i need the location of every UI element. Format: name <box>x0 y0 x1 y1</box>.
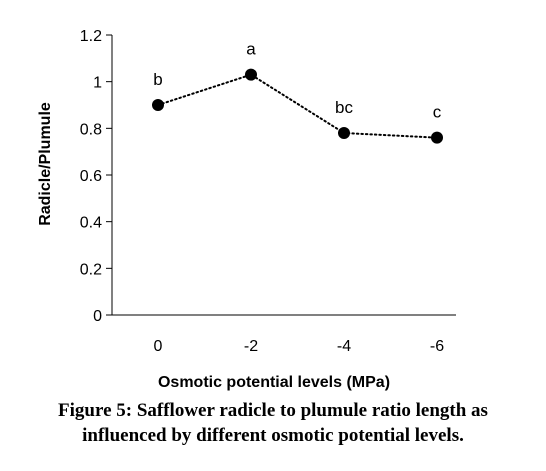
y-tick-label: 0.8 <box>80 121 102 138</box>
y-tick-label: 0.6 <box>80 168 102 185</box>
y-axis: 0 0.2 0.4 0.6 0.8 1 1.2 <box>80 28 113 325</box>
y-tick-label: 1 <box>93 75 102 92</box>
point-label: a <box>246 40 256 59</box>
data-point <box>431 131 443 144</box>
y-tick-label: 0.2 <box>80 261 102 278</box>
data-point <box>338 127 350 139</box>
caption-line-1: Figure 5: Safflower radicle to plumule r… <box>58 400 488 421</box>
x-axis: 0 -2 -4 -6 <box>112 314 456 355</box>
y-tick-label: 0 <box>93 308 102 325</box>
data-point <box>152 99 164 111</box>
data-point <box>245 68 257 81</box>
x-tick-label: -2 <box>244 338 258 355</box>
x-tick-label: -6 <box>430 338 444 355</box>
x-tick-label: 0 <box>154 338 163 355</box>
y-tick-label: 0.4 <box>80 215 102 232</box>
x-tick-label: -4 <box>337 338 351 355</box>
y-axis-title: Radicle/Plumule <box>37 102 54 226</box>
y-tick-label: 1.2 <box>80 28 102 45</box>
series-line <box>157 73 438 139</box>
point-label: c <box>433 103 442 122</box>
caption-line-2: influenced by different osmotic potentia… <box>82 425 464 446</box>
x-axis-title: Osmotic potential levels (MPa) <box>158 374 390 391</box>
figure-caption: Figure 5: Safflower radicle to plumule r… <box>0 398 546 448</box>
point-label: b <box>153 70 162 89</box>
line-chart: 0 0.2 0.4 0.6 0.8 1 1.2 0 -2 -4 -6 b a bc c Osmotic … <box>37 28 456 391</box>
series-radicle-plumule: b a bc c <box>152 40 443 144</box>
point-label: bc <box>335 98 353 117</box>
